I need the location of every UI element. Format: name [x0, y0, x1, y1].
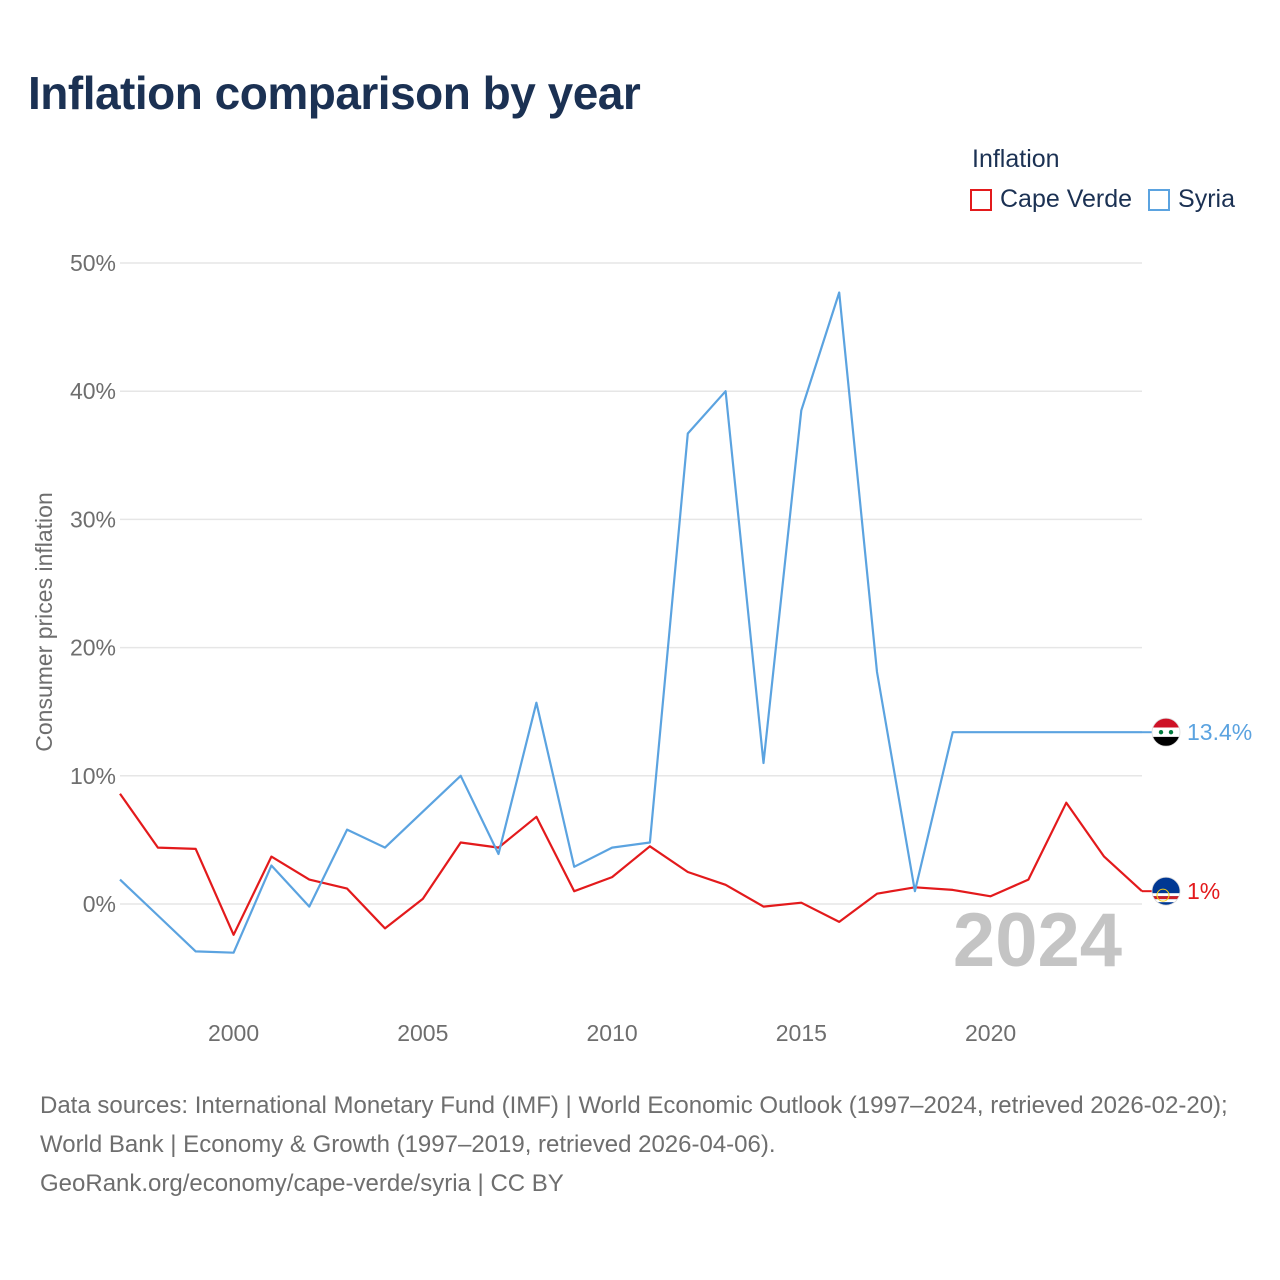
chart-title: Inflation comparison by year: [28, 67, 641, 119]
data-point-syria[interactable]: [380, 843, 390, 853]
y-tick-label: 50%: [70, 250, 116, 276]
data-point-syria[interactable]: [229, 948, 239, 958]
footer: Data sources: International Monetary Fun…: [40, 1086, 1250, 1203]
data-point-syria[interactable]: [115, 875, 125, 885]
x-tick-label: 2000: [208, 1020, 259, 1046]
data-point-cape-verde[interactable]: [986, 891, 996, 901]
data-point-syria[interactable]: [910, 886, 920, 896]
series-line-syria[interactable]: [119, 291, 1142, 954]
data-point-syria[interactable]: [266, 861, 276, 871]
data-point-syria[interactable]: [531, 698, 541, 708]
data-point-syria[interactable]: [153, 911, 163, 921]
data-point-cape-verde[interactable]: [569, 886, 579, 896]
data-point-syria[interactable]: [645, 837, 655, 847]
data-point-syria[interactable]: [494, 849, 504, 859]
data-point-syria[interactable]: [1061, 727, 1071, 737]
data-point-cape-verde[interactable]: [1023, 875, 1033, 885]
attribution-link[interactable]: GeoRank.org/economy/cape-verde/syria | C…: [40, 1170, 564, 1197]
data-point-cape-verde[interactable]: [796, 898, 806, 908]
legend-label-cape-verde: Cape Verde: [1000, 185, 1133, 213]
data-point-cape-verde[interactable]: [721, 880, 731, 890]
data-point-cape-verde[interactable]: [304, 875, 314, 885]
series-end-markers: 1% 13.4%: [1142, 717, 1252, 906]
y-tick-label: 20%: [70, 635, 116, 661]
data-point-cape-verde[interactable]: [342, 884, 352, 894]
y-tick-label: 30%: [70, 506, 116, 532]
series-line-cape-verde[interactable]: [119, 793, 1143, 936]
legend-item-syria[interactable]: Syria: [1148, 185, 1235, 214]
data-point-cape-verde[interactable]: [758, 902, 768, 912]
x-tick-label: 2005: [397, 1020, 448, 1046]
legend: Cape Verde Syria: [970, 185, 1251, 214]
y-axis-ticks: 0% 10% 20% 30% 40% 50%: [70, 250, 116, 917]
data-point-syria[interactable]: [607, 843, 617, 853]
data-point-cape-verde[interactable]: [834, 917, 844, 927]
data-point-syria[interactable]: [304, 902, 314, 912]
series-lines: [115, 287, 1143, 958]
legend-title: Inflation: [972, 145, 1060, 173]
data-point-syria[interactable]: [418, 807, 428, 817]
data-point-syria[interactable]: [872, 667, 882, 677]
legend-swatch-cape-verde: [970, 188, 992, 211]
data-point-syria[interactable]: [986, 727, 996, 737]
cape-verde-flag-icon: [1151, 876, 1181, 906]
line-chart: 0% 10% 20% 30% 40% 50% 2000 2005 2010 2015 2020 C…: [31, 250, 1252, 1046]
data-point-cape-verde[interactable]: [380, 923, 390, 933]
data-point-syria[interactable]: [834, 287, 844, 297]
data-point-cape-verde[interactable]: [229, 930, 239, 940]
x-tick-label: 2010: [586, 1020, 637, 1046]
y-tick-label: 0%: [83, 891, 116, 917]
data-point-syria[interactable]: [569, 862, 579, 872]
data-point-cape-verde[interactable]: [266, 852, 276, 862]
data-point-syria[interactable]: [1099, 727, 1109, 737]
data-point-syria[interactable]: [721, 386, 731, 396]
legend-label-syria: Syria: [1178, 185, 1236, 213]
data-point-syria[interactable]: [191, 946, 201, 956]
data-point-cape-verde[interactable]: [872, 889, 882, 899]
y-tick-label: 10%: [70, 763, 116, 789]
end-label-cape-verde: 1%: [1187, 878, 1220, 904]
data-point-syria[interactable]: [1023, 727, 1033, 737]
year-watermark: 2024: [953, 898, 1122, 983]
data-sources-text: Data sources: International Monetary Fun…: [40, 1092, 1228, 1158]
data-point-cape-verde[interactable]: [948, 885, 958, 895]
data-point-cape-verde[interactable]: [418, 894, 428, 904]
data-point-cape-verde[interactable]: [115, 789, 125, 799]
data-point-cape-verde[interactable]: [191, 844, 201, 854]
syria-flag-icon: [1151, 717, 1181, 747]
x-axis-ticks: 2000 2005 2010 2015 2020: [208, 1020, 1016, 1046]
end-label-syria: 13.4%: [1187, 719, 1252, 745]
data-point-syria[interactable]: [342, 825, 352, 835]
data-point-syria[interactable]: [758, 758, 768, 768]
data-point-cape-verde[interactable]: [153, 843, 163, 853]
data-point-syria[interactable]: [456, 771, 466, 781]
data-point-syria[interactable]: [948, 727, 958, 737]
y-axis-label: Consumer prices inflation: [31, 492, 57, 752]
legend-item-cape-verde[interactable]: Cape Verde: [970, 185, 1132, 214]
data-point-cape-verde[interactable]: [1061, 798, 1071, 808]
y-tick-label: 40%: [70, 378, 116, 404]
data-point-cape-verde[interactable]: [531, 812, 541, 822]
data-point-syria[interactable]: [683, 429, 693, 439]
data-point-cape-verde[interactable]: [456, 837, 466, 847]
data-point-cape-verde[interactable]: [1099, 852, 1109, 862]
gridlines: [120, 262, 1142, 905]
data-point-cape-verde[interactable]: [683, 867, 693, 877]
legend-swatch-syria: [1148, 188, 1171, 211]
x-tick-label: 2015: [776, 1020, 827, 1046]
data-point-cape-verde[interactable]: [607, 872, 617, 882]
data-point-syria[interactable]: [796, 405, 806, 415]
x-tick-label: 2020: [965, 1020, 1016, 1046]
